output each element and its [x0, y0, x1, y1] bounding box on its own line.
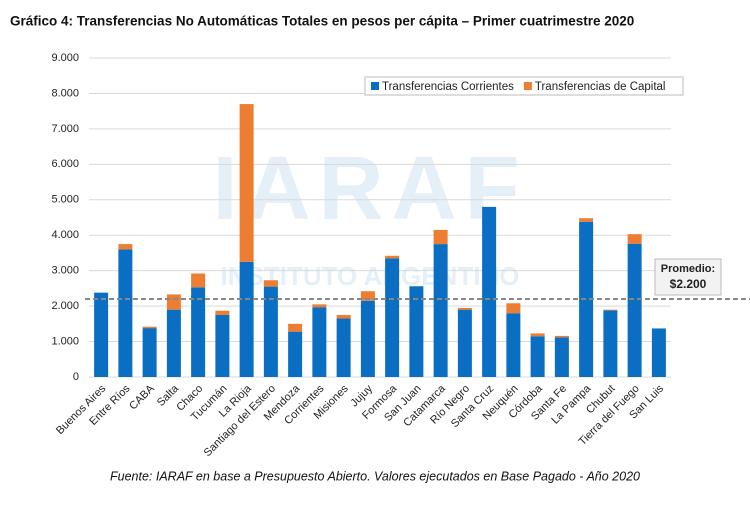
bar-segment [433, 244, 448, 377]
y-tick-label: 3.000 [51, 265, 79, 277]
bar-segment [603, 310, 618, 377]
bar-segment [506, 303, 521, 314]
y-tick-label: 5.000 [51, 194, 79, 206]
bar-segment [336, 318, 351, 377]
bar-segment [288, 323, 303, 332]
bar-segment [360, 291, 375, 301]
source-note: Fuente: IARAF en base a Presupuesto Abie… [110, 469, 640, 483]
bar-segment [239, 104, 254, 262]
bar-segment [191, 273, 206, 288]
legend-label: Transferencias de Capital [535, 81, 666, 93]
bar-segment [457, 309, 472, 377]
legend-swatch [523, 82, 532, 90]
bar-segment [336, 314, 351, 319]
y-tick-label: 9.000 [51, 52, 79, 64]
bar-segment [554, 335, 569, 338]
bar-segment [166, 309, 181, 377]
y-tick-label: 2.000 [51, 300, 79, 312]
bar-segment [651, 328, 666, 377]
bar-segment [191, 287, 206, 377]
bar-segment [142, 326, 157, 329]
bar-segment [627, 234, 642, 244]
bar-segment [627, 243, 642, 377]
y-tick-label: 0 [73, 371, 79, 383]
bar-segment [263, 286, 278, 377]
bar-segment [239, 261, 254, 377]
bar-segment [94, 292, 109, 377]
legend-swatch [371, 82, 379, 90]
legend-label: Transferencias Corrientes [382, 81, 514, 93]
bar-segment [506, 313, 521, 377]
bar-segment [433, 229, 448, 245]
x-tick-label: CABA [127, 382, 157, 412]
bar-segment [215, 314, 230, 377]
bar-segment [482, 206, 497, 377]
y-tick-label: 1.000 [51, 335, 79, 347]
bar-segment [118, 244, 133, 250]
bar-segment [579, 218, 594, 222]
reference-label: Promedio: [661, 263, 715, 275]
bar-segment [603, 309, 618, 311]
y-tick-label: 6.000 [51, 158, 79, 170]
bar-segment [579, 221, 594, 377]
bar-segment [409, 286, 424, 377]
reference-box [654, 258, 722, 296]
bar-segment [263, 280, 278, 287]
x-tick-group: CABA [127, 382, 157, 412]
bar-segment [385, 258, 400, 377]
chart-title: Gráfico 4: Transferencias No Automáticas… [10, 14, 634, 29]
watermark: IARAF [213, 139, 528, 239]
bar-segment [118, 249, 133, 377]
bar-segment [530, 333, 545, 337]
bar-segment [360, 300, 375, 377]
reference-value: $2.200 [670, 277, 707, 291]
bar-segment [166, 294, 181, 310]
bar-segment [288, 331, 303, 377]
bar-segment [215, 310, 230, 315]
bar-segment [457, 307, 472, 310]
y-tick-label: 8.000 [51, 87, 79, 99]
y-tick-label: 7.000 [51, 123, 79, 135]
bar-segment [530, 336, 545, 377]
y-tick-label: 4.000 [51, 229, 79, 241]
bar-segment [142, 328, 157, 377]
bar-segment [554, 337, 569, 377]
bar-segment [385, 255, 400, 259]
bar-segment [312, 304, 327, 308]
bar-segment [312, 307, 327, 377]
